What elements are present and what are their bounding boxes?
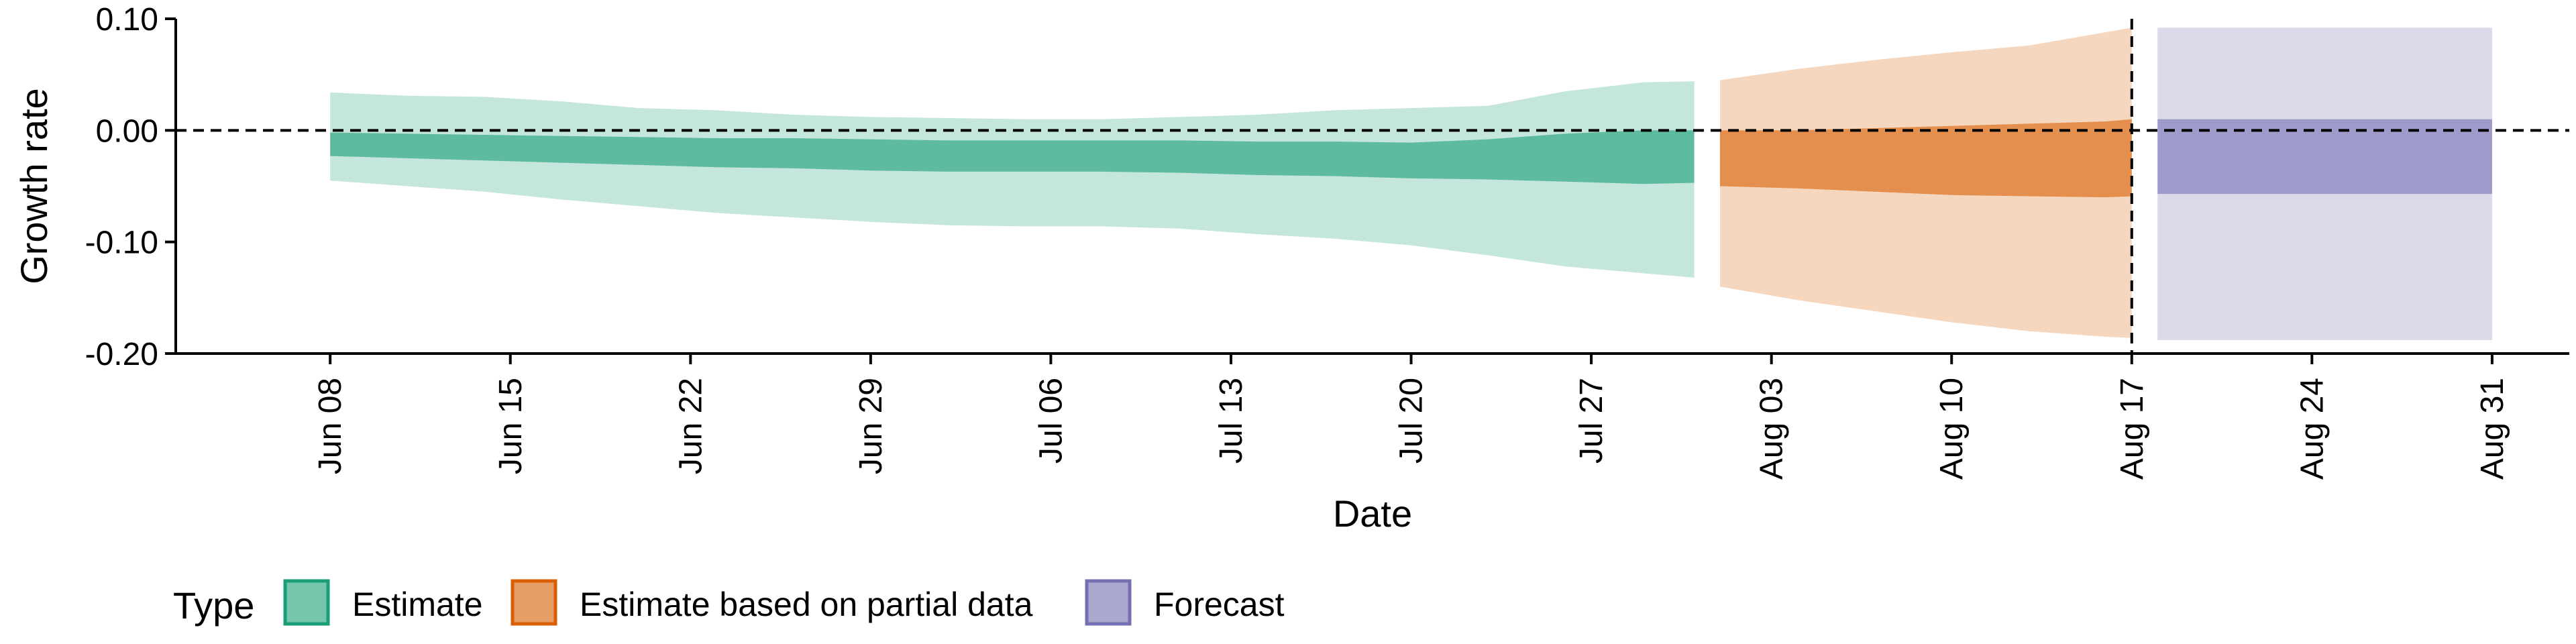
x-tick-label: Jul 06 — [1033, 378, 1069, 464]
axes: 0.10 0.00 -0.10 -0.20 Jun 08 Jun 15 Jun 22 Jun … — [85, 2, 2569, 480]
forecast-50-band — [2157, 119, 2492, 195]
reference-lines — [176, 19, 2569, 354]
x-tick-label: Jun 29 — [853, 378, 889, 474]
legend-key-estimate-based-on-partial-data — [511, 579, 557, 626]
estimate-50-band — [330, 130, 1695, 184]
y-axis-title: Growth rate — [13, 88, 55, 284]
y-tick-label: 0.00 — [96, 113, 158, 149]
y-tick-label: -0.10 — [85, 225, 158, 261]
x-tick-label: Jun 22 — [673, 378, 708, 474]
legend-label-estimate: Estimate — [352, 586, 483, 623]
x-tick-label: Jun 15 — [493, 378, 529, 474]
x-tick-label: Jun 08 — [313, 378, 348, 474]
legend-title: Type — [173, 584, 254, 627]
legend-label-estimate-based-on-partial-data: Estimate based on partial data — [580, 586, 1033, 623]
x-axis-title: Date — [1333, 492, 1412, 535]
legend: Type Estimate Estimate based on partial d… — [173, 579, 1285, 627]
x-tick-label: Aug 03 — [1754, 378, 1790, 480]
x-tick-label: Aug 17 — [2114, 378, 2150, 480]
legend-key-estimate — [283, 579, 330, 626]
x-tick-label: Jul 20 — [1394, 378, 1430, 464]
x-tick-label: Jul 13 — [1214, 378, 1249, 464]
ribbon-layer — [330, 28, 2492, 341]
y-tick-label: 0.10 — [96, 2, 158, 38]
x-tick-label: Aug 31 — [2475, 378, 2510, 480]
y-tick-label: -0.20 — [85, 337, 158, 372]
x-tick-label: Aug 24 — [2294, 378, 2330, 480]
x-tick-label: Jul 27 — [1574, 378, 1609, 464]
axis-labels: Date Growth rate — [13, 88, 1412, 535]
estimate-based-on-partial-data-50-band — [1719, 119, 2132, 198]
legend-key-forecast — [1085, 579, 1132, 626]
x-tick-label: Aug 10 — [1934, 378, 1970, 480]
legend-label-forecast: Forecast — [1154, 586, 1285, 623]
